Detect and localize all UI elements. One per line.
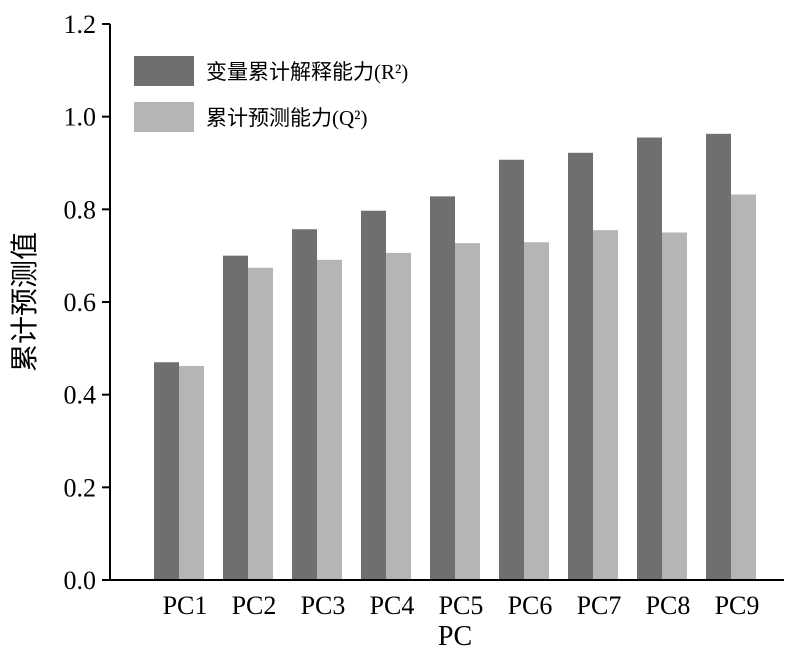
y-tick-label: 1.0 bbox=[64, 103, 97, 132]
bar-q2 bbox=[179, 365, 204, 580]
y-tick-label: 0.2 bbox=[64, 473, 97, 502]
bar-r2 bbox=[361, 210, 386, 580]
legend-label-q2: 累计预测能力(Q²) bbox=[206, 106, 367, 130]
x-tick-label: PC2 bbox=[232, 591, 277, 620]
legend-swatch-r2 bbox=[134, 56, 194, 86]
y-tick-label: 0.0 bbox=[64, 566, 97, 595]
y-tick-label: 0.8 bbox=[64, 195, 97, 224]
x-tick-label: PC7 bbox=[577, 591, 622, 620]
bar-r2 bbox=[154, 362, 179, 580]
x-tick-label: PC8 bbox=[646, 591, 691, 620]
y-axis-title: 累计预测值 bbox=[9, 232, 41, 372]
bar-q2 bbox=[317, 259, 342, 580]
bars-group bbox=[154, 133, 756, 581]
y-ticks-group: 0.0 0.2 0.4 0.6 0.8 1.0 1.2 bbox=[64, 10, 110, 595]
bar-q2 bbox=[248, 267, 273, 580]
bar-r2 bbox=[223, 255, 248, 580]
x-axis-title: PC bbox=[438, 621, 472, 652]
y-tick-label: 1.2 bbox=[64, 10, 97, 39]
bar-r2 bbox=[706, 133, 731, 580]
x-tick-label: PC5 bbox=[439, 591, 484, 620]
x-tick-label: PC3 bbox=[301, 591, 346, 620]
bar-q2 bbox=[662, 232, 687, 580]
legend: 变量累计解释能力(R²) 累计预测能力(Q²) bbox=[134, 56, 408, 132]
bar-q2 bbox=[524, 242, 549, 581]
x-tick-label: PC4 bbox=[370, 591, 415, 620]
legend-label-r2: 变量累计解释能力(R²) bbox=[206, 60, 408, 84]
y-tick-label: 0.4 bbox=[64, 381, 97, 410]
x-ticks-group: PC1 PC2 PC3 PC4 PC5 PC6 PC7 PC8 PC9 bbox=[163, 591, 760, 620]
x-tick-label: PC9 bbox=[715, 591, 760, 620]
x-tick-label: PC1 bbox=[163, 591, 208, 620]
bar-r2 bbox=[568, 152, 593, 580]
bar-r2 bbox=[499, 159, 524, 581]
y-tick-label: 0.6 bbox=[64, 288, 97, 317]
bar-r2 bbox=[292, 229, 317, 581]
x-tick-label: PC6 bbox=[508, 591, 553, 620]
bar-r2 bbox=[637, 137, 662, 580]
bar-q2 bbox=[593, 230, 618, 580]
bar-r2 bbox=[430, 196, 455, 581]
bar-q2 bbox=[455, 243, 480, 580]
bar-q2 bbox=[386, 252, 411, 581]
bar-q2 bbox=[731, 194, 756, 581]
legend-swatch-q2 bbox=[134, 102, 194, 132]
